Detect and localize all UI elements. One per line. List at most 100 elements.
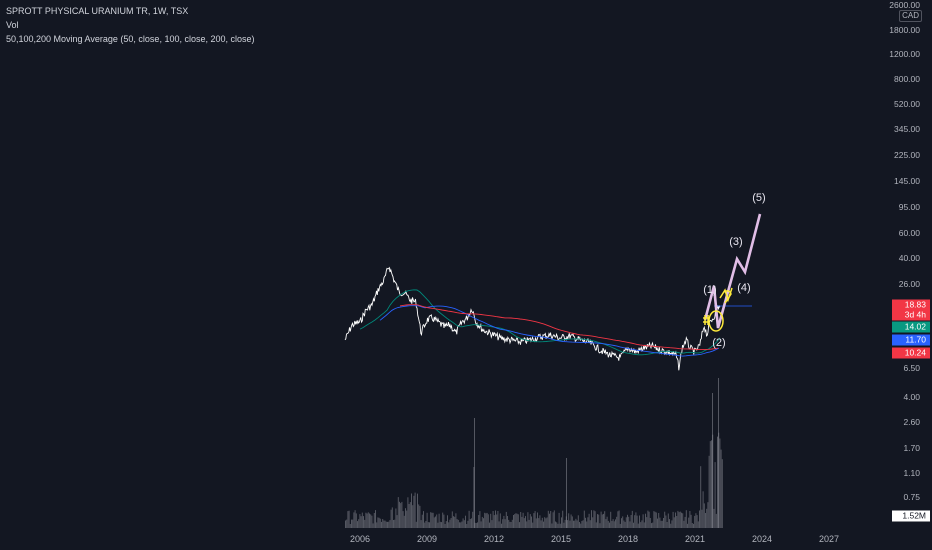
- volume-bar: [426, 512, 428, 528]
- volume-bar: [682, 513, 684, 528]
- volume-bar: [425, 521, 427, 528]
- volume-bar: [522, 512, 524, 528]
- volume-bar: [587, 517, 589, 528]
- chart-pane[interactable]: SPROTT PHYSICAL URANIUM TR, 1W, TSX Vol …: [0, 0, 888, 530]
- volume-bar: [546, 517, 548, 528]
- volume-legend[interactable]: Vol: [6, 20, 19, 30]
- volume-bar: [585, 517, 586, 528]
- time-tick: 2006: [349, 534, 371, 544]
- volume-bar: [507, 516, 508, 528]
- volume-bar: [631, 510, 633, 528]
- volume-bar: [511, 519, 513, 528]
- volume-bar: [553, 510, 555, 528]
- volume-bar: [651, 523, 652, 528]
- volume-bar: [696, 515, 698, 528]
- volume-bar: [637, 523, 639, 528]
- volume-bar: [568, 513, 570, 528]
- volume-bar: [401, 501, 403, 528]
- volume-bar: [694, 515, 696, 528]
- volume-bar: [612, 519, 614, 528]
- volume-bar: [555, 521, 556, 528]
- moving-average-legend[interactable]: 50,100,200 Moving Average (50, close, 10…: [6, 34, 255, 44]
- volume-bar: [493, 515, 495, 528]
- volume-bar: [697, 521, 699, 528]
- volume-bar: [491, 520, 493, 528]
- volume-bar: [345, 520, 346, 528]
- volume-bar: [550, 511, 552, 528]
- volume-bar: [657, 518, 658, 528]
- time-tick: 2021: [684, 534, 706, 544]
- volume-bar: [541, 517, 543, 528]
- volume-bar: [633, 522, 634, 528]
- volume-bar: [700, 466, 702, 528]
- volume-bar: [628, 516, 630, 528]
- volume-bar: [684, 516, 686, 528]
- volume-bar: [561, 517, 562, 528]
- time-axis[interactable]: 2006 2009 2012 2015 2018 2021 2024 2027: [0, 530, 888, 550]
- volume-bar: [609, 522, 610, 528]
- volume-bar: [427, 522, 429, 528]
- volume-bar: [376, 522, 378, 528]
- ma200-line: [399, 304, 719, 351]
- volume-bar: [455, 513, 457, 528]
- currency-label[interactable]: CAD: [899, 10, 922, 22]
- volume-bar: [367, 512, 369, 528]
- volume-bar: [369, 513, 370, 528]
- volume-bar: [702, 491, 704, 528]
- time-tick: 2018: [617, 534, 639, 544]
- volume-bar: [649, 518, 651, 528]
- volume-bar: [557, 523, 559, 528]
- volume-bar: [658, 513, 660, 528]
- volume-bar: [352, 519, 354, 528]
- wave-projection-line: [703, 213, 762, 329]
- volume-bar: [721, 459, 723, 528]
- volume-bar: [365, 512, 367, 528]
- volume-bar: [393, 520, 394, 528]
- volume-bar: [520, 512, 522, 528]
- volume-bar: [616, 516, 618, 528]
- volume-bar: [580, 523, 582, 528]
- volume-bar: [447, 515, 448, 528]
- volume-bar: [396, 515, 398, 528]
- volume-tick: 1.70: [903, 443, 920, 453]
- volume-bar: [437, 522, 439, 528]
- volume-bar: [667, 513, 669, 528]
- volume-bar: [353, 512, 355, 528]
- volume-bar: [347, 511, 349, 528]
- volume-bar: [589, 520, 591, 528]
- volume-bar: [611, 520, 613, 528]
- volume-bar: [659, 517, 661, 528]
- volume-bar: [661, 520, 663, 528]
- volume-bar: [597, 514, 598, 528]
- volume-bar: [539, 515, 541, 528]
- volume-bar: [363, 516, 364, 528]
- volume-bar: [441, 522, 442, 528]
- volume-bar: [481, 516, 483, 528]
- volume-bar: [537, 512, 538, 528]
- volume-bar: [387, 521, 388, 528]
- price-axis[interactable]: 2600.00 CAD 1800.00 1200.00 800.00 520.0…: [888, 0, 932, 530]
- volume-bar: [574, 520, 576, 528]
- volume-bar: [364, 519, 366, 528]
- volume-bar: [678, 512, 680, 528]
- volume-bar: [456, 519, 458, 528]
- volume-bar: [421, 514, 423, 528]
- volume-bar: [444, 524, 446, 528]
- volume-bar: [652, 522, 654, 528]
- volume-bar: [379, 518, 381, 528]
- volume-bar: [479, 511, 481, 528]
- volume-bar: [708, 455, 710, 528]
- volume-bar: [407, 497, 409, 528]
- bar-countdown-badge: 3d 4h: [892, 309, 930, 321]
- volume-bar: [510, 522, 512, 528]
- volume-bar: [435, 516, 436, 528]
- volume-bar: [449, 519, 451, 528]
- wave-label-1: (1): [703, 284, 717, 296]
- volume-bar: [689, 511, 691, 528]
- volume-bar: [360, 516, 362, 528]
- symbol-legend[interactable]: SPROTT PHYSICAL URANIUM TR, 1W, TSX: [6, 6, 189, 16]
- volume-bar: [679, 511, 681, 528]
- volume-bar: [624, 521, 626, 528]
- volume-bar: [389, 520, 391, 528]
- volume-bar: [478, 515, 480, 528]
